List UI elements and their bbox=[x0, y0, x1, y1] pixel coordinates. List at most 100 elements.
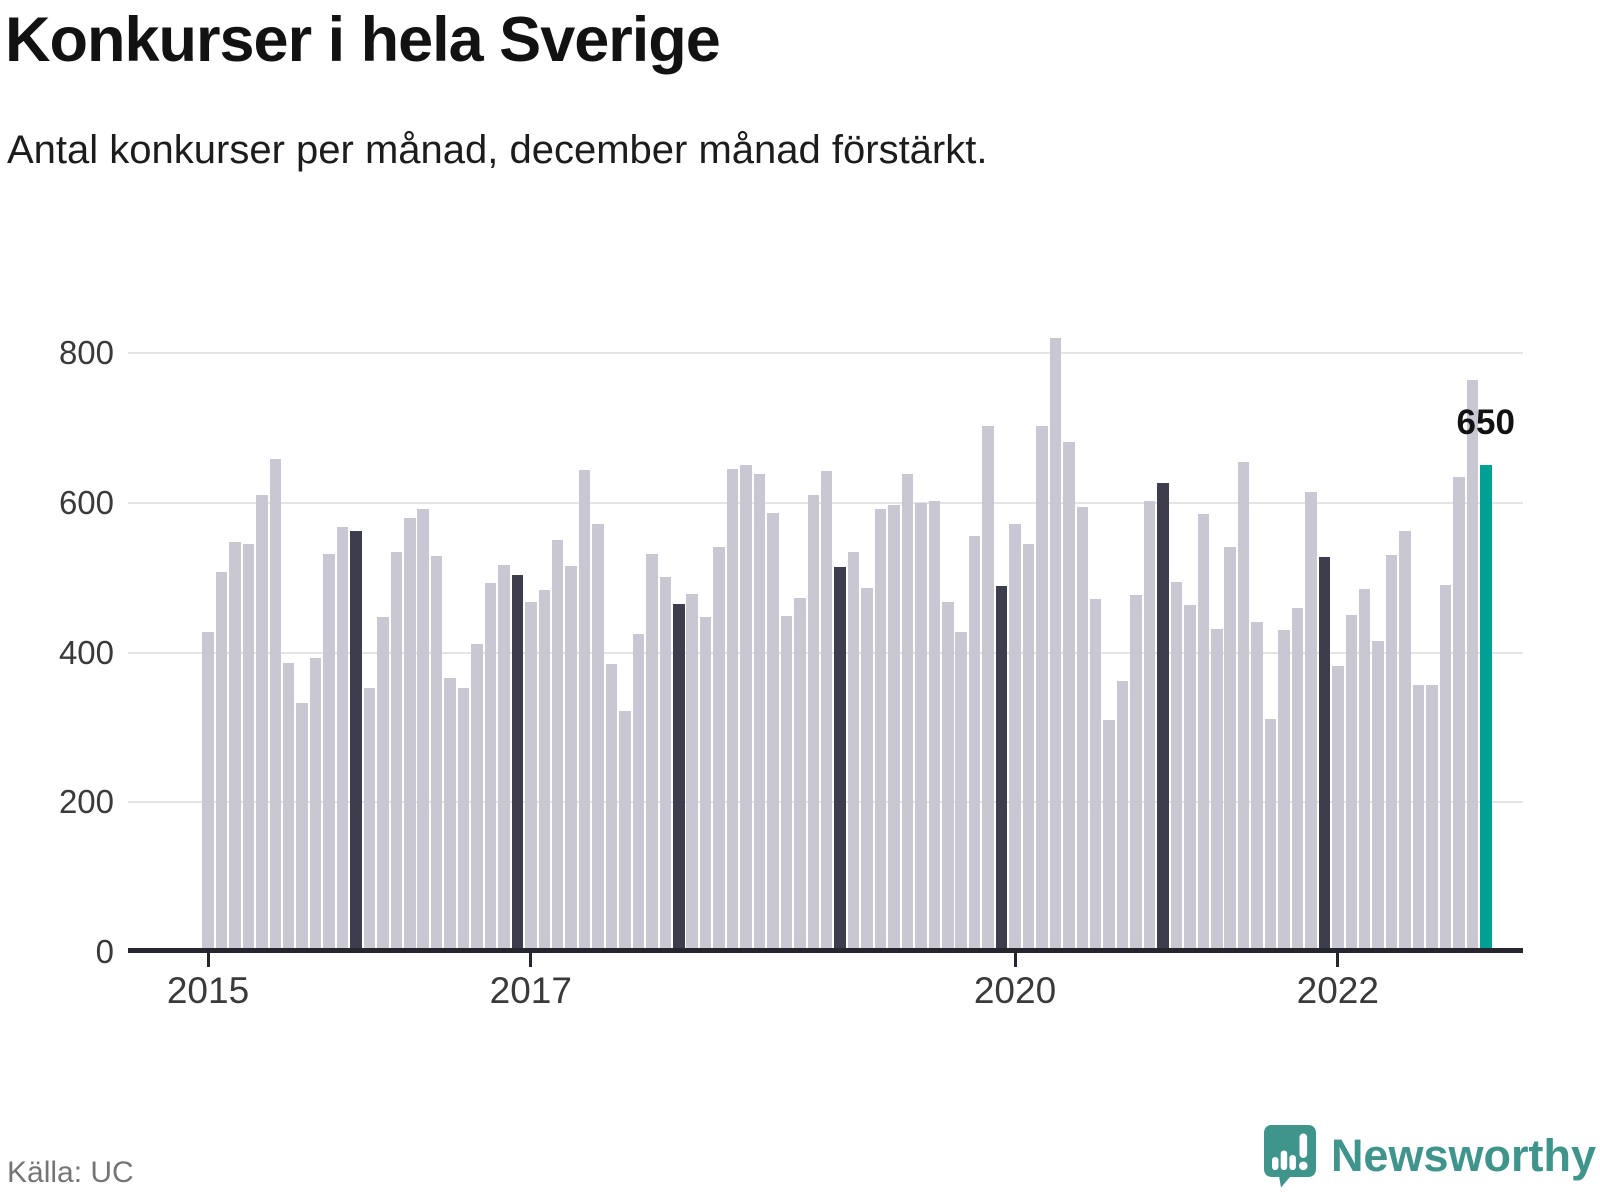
bar-2020-08 bbox=[1103, 719, 1115, 952]
bar-2020-11 bbox=[1143, 501, 1156, 952]
bar-2017-04 bbox=[565, 565, 577, 952]
bar-2017-01 bbox=[525, 601, 537, 952]
bar-2022-09 bbox=[1439, 585, 1452, 952]
x-axis-label-2020: 2020 bbox=[973, 970, 1057, 1011]
bar-2018-12 bbox=[834, 567, 846, 952]
newsworthy-wordmark: Newsworthy bbox=[1330, 1130, 1596, 1181]
bar-2019-02 bbox=[861, 588, 873, 952]
bar-2022-08 bbox=[1426, 684, 1438, 952]
bar-2016-06 bbox=[430, 555, 443, 952]
bar-2021-12 bbox=[1318, 557, 1331, 952]
bar-2018-02 bbox=[699, 617, 712, 952]
bar-2019-05 bbox=[901, 474, 914, 952]
bar-2015-05 bbox=[256, 494, 268, 952]
bar-2019-11 bbox=[982, 425, 994, 952]
bar-2018-05 bbox=[740, 464, 752, 952]
bar-2015-08 bbox=[296, 702, 308, 952]
bar-2020-12 bbox=[1157, 482, 1169, 952]
bar-2020-06 bbox=[1076, 507, 1088, 952]
bar-2016-01 bbox=[363, 688, 376, 952]
bar-2020-02 bbox=[1022, 543, 1035, 952]
bar-2022-04 bbox=[1372, 640, 1384, 952]
bar-2022-07 bbox=[1412, 684, 1425, 952]
bar-2021-05 bbox=[1224, 546, 1236, 952]
page-subtitle: Antal konkurser per månad, december måna… bbox=[7, 128, 988, 172]
bar-2016-02 bbox=[377, 616, 389, 952]
bar-2020-01 bbox=[1009, 523, 1021, 952]
bar-2018-09 bbox=[794, 597, 806, 952]
bar-2021-06 bbox=[1237, 462, 1250, 952]
bar-2021-07 bbox=[1251, 621, 1263, 952]
bar-2015-07 bbox=[282, 662, 295, 952]
x-axis-tick-2022 bbox=[1336, 953, 1340, 967]
bar-2015-06 bbox=[269, 459, 281, 952]
bar-2016-05 bbox=[417, 508, 429, 952]
bar-2016-11 bbox=[498, 564, 510, 952]
bar-2017-03 bbox=[551, 540, 564, 952]
bar-2016-08 bbox=[457, 687, 470, 952]
bar-2016-12 bbox=[511, 574, 524, 952]
bar-2016-09 bbox=[471, 643, 483, 952]
bar-2019-12 bbox=[995, 585, 1008, 952]
bar-2022-10 bbox=[1453, 477, 1465, 952]
bar-2016-07 bbox=[444, 677, 456, 952]
bar-2019-01 bbox=[847, 552, 860, 952]
x-axis-label-2022: 2022 bbox=[1296, 970, 1379, 1011]
y-axis-label-200: 200 bbox=[58, 783, 114, 821]
bar-2021-03 bbox=[1197, 513, 1210, 952]
bar-2018-11 bbox=[820, 471, 833, 952]
bar-2022-02 bbox=[1345, 615, 1357, 952]
bar-2021-08 bbox=[1264, 719, 1277, 952]
bar-2020-09 bbox=[1116, 680, 1129, 952]
bar-2019-06 bbox=[915, 502, 927, 952]
bar-2015-04 bbox=[242, 543, 255, 952]
bar-2019-07 bbox=[928, 500, 941, 952]
bar-2018-10 bbox=[807, 495, 819, 952]
bar-2022-01 bbox=[1332, 665, 1344, 952]
bar-2015-11 bbox=[336, 527, 349, 952]
page-title: Konkurser i hela Sverige bbox=[5, 5, 721, 75]
bar-2017-09 bbox=[632, 633, 645, 952]
x-axis-tick-2020 bbox=[1013, 953, 1017, 967]
bar-2017-07 bbox=[605, 663, 618, 952]
bar-2022-05 bbox=[1385, 555, 1398, 952]
bar-2020-03 bbox=[1036, 426, 1048, 952]
bar-2021-09 bbox=[1278, 630, 1290, 952]
bar-2020-05 bbox=[1063, 442, 1075, 952]
source-note: Källa: UC bbox=[7, 1156, 134, 1189]
x-axis-line bbox=[128, 948, 1523, 953]
bar-2015-09 bbox=[309, 658, 322, 952]
bar-2021-01 bbox=[1170, 582, 1183, 952]
bar-2019-08 bbox=[942, 601, 954, 952]
bar-2015-10 bbox=[323, 553, 335, 952]
bar-2022-11 bbox=[1466, 379, 1479, 952]
bar-2015-01 bbox=[202, 631, 214, 952]
bar-2021-11 bbox=[1305, 492, 1317, 952]
bar-2016-04 bbox=[404, 517, 416, 952]
last-value-label: 650 bbox=[1456, 403, 1515, 443]
y-axis-label-800: 800 bbox=[58, 334, 114, 371]
x-axis-label-2017: 2017 bbox=[489, 970, 572, 1011]
y-axis-label-400: 400 bbox=[58, 633, 114, 671]
y-axis-label-600: 600 bbox=[58, 483, 114, 521]
bar-2017-12 bbox=[673, 603, 685, 952]
bar-2021-10 bbox=[1291, 607, 1304, 952]
bar-2017-02 bbox=[538, 589, 550, 952]
bar-2020-04 bbox=[1049, 338, 1062, 952]
bar-2019-03 bbox=[874, 508, 887, 952]
bar-2016-03 bbox=[390, 552, 403, 952]
bar-2018-07 bbox=[767, 513, 779, 952]
bar-2022-12 bbox=[1480, 465, 1492, 952]
bar-2017-06 bbox=[592, 523, 604, 952]
bar-2022-03 bbox=[1358, 588, 1371, 952]
bar-2018-04 bbox=[726, 469, 739, 952]
bar-2020-10 bbox=[1130, 594, 1142, 952]
bar-2016-10 bbox=[484, 582, 497, 952]
bar-2021-02 bbox=[1184, 605, 1196, 952]
bar-2019-09 bbox=[955, 631, 967, 952]
bar-2015-12 bbox=[350, 531, 362, 952]
bar-2018-03 bbox=[713, 546, 725, 952]
x-axis-tick-2015 bbox=[206, 953, 210, 967]
bar-2015-03 bbox=[229, 541, 241, 952]
